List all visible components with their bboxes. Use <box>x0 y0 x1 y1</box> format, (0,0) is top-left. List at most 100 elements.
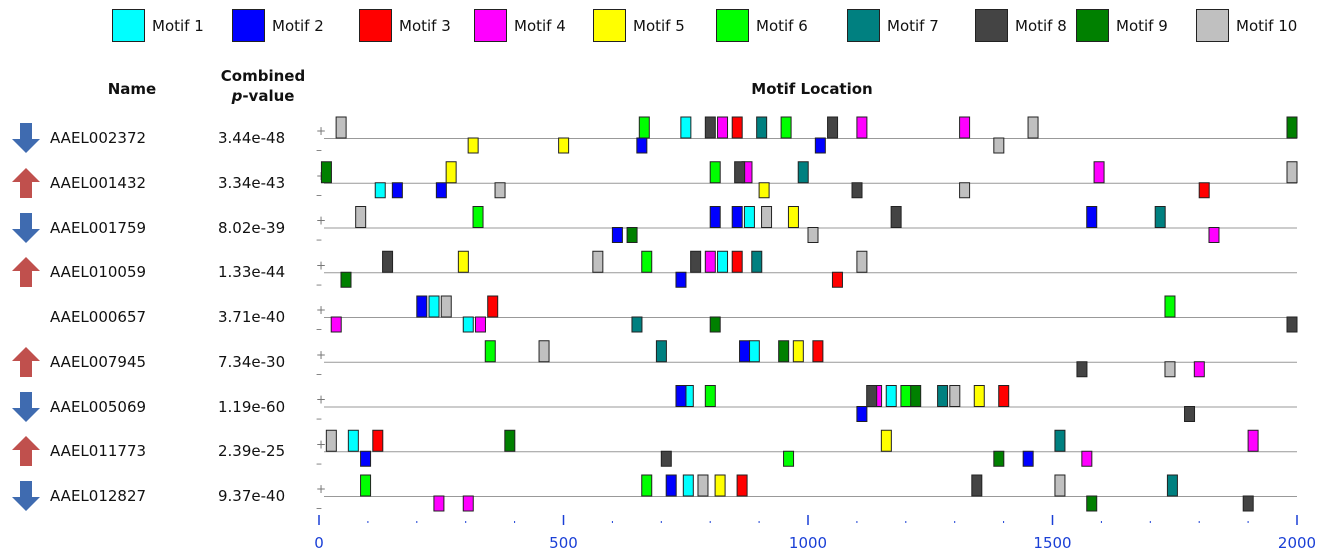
motif-7-block <box>756 116 768 139</box>
motif-10-block <box>1054 474 1066 497</box>
motif-8-block <box>1242 495 1254 512</box>
motif-9-block <box>993 450 1005 467</box>
legend-label: Motif 1 <box>152 17 204 35</box>
motif-8-block <box>1184 406 1196 422</box>
motif-3-block <box>736 474 748 497</box>
motif-6-block <box>641 474 653 497</box>
minus-strand-mark: – <box>316 456 322 470</box>
motif-8-block <box>690 250 702 273</box>
motif-10-block <box>993 137 1005 154</box>
motif-8-block <box>1286 316 1298 333</box>
plus-strand-mark: + <box>316 437 326 451</box>
motif-9-block <box>1086 495 1098 512</box>
motif-5-block <box>457 250 469 273</box>
motif-4-block <box>1247 429 1259 452</box>
up-regulated-arrow-icon <box>12 167 40 198</box>
motif-1-block <box>428 295 440 318</box>
motif-10-block <box>592 250 604 273</box>
legend-label: Motif 10 <box>1236 17 1298 35</box>
plus-strand-mark: + <box>316 348 326 362</box>
motif-1-block <box>717 250 729 273</box>
up-regulated-arrow-icon <box>12 346 40 377</box>
motif-5-block <box>467 137 479 154</box>
motif-1-block <box>885 385 897 407</box>
combined-pvalue: 1.19e-60 <box>218 397 286 416</box>
legend-swatch <box>232 9 265 42</box>
gene-name: AAEL001432 <box>50 173 147 192</box>
combined-pvalue: 7.34e-30 <box>218 352 286 371</box>
gene-name: AAEL007945 <box>50 352 147 371</box>
motif-8-block <box>971 474 983 497</box>
legend-label: Motif 5 <box>633 17 685 35</box>
minus-strand-mark: – <box>316 277 322 291</box>
motif-2-block <box>435 182 447 199</box>
motif-9-block <box>910 385 922 407</box>
combined-pvalue: 3.71e-40 <box>218 308 286 326</box>
motif-8-block <box>382 250 394 273</box>
motif-8-block <box>704 116 716 139</box>
motif-6-block <box>704 385 716 407</box>
motif-10-block <box>494 182 506 199</box>
motif-7-block <box>1154 206 1166 228</box>
motif-3-block <box>998 385 1010 407</box>
motif-10-block <box>697 474 709 497</box>
motif-8-block <box>660 450 672 467</box>
combined-pvalue: 2.39e-25 <box>218 442 286 461</box>
motif-2-block <box>391 182 403 199</box>
motif-6-block <box>484 340 496 363</box>
motif-3-block <box>812 340 824 363</box>
motif-6-block <box>638 116 650 139</box>
legend-swatch <box>593 9 626 42</box>
motif-6-block <box>709 161 721 184</box>
minus-strand-mark: – <box>316 501 322 515</box>
motif-7-block <box>797 161 809 184</box>
motif-9-block <box>709 316 721 333</box>
axis-tick-label: 1000 <box>789 534 827 552</box>
legend-swatch <box>975 9 1008 42</box>
motif-8-block <box>1076 361 1088 378</box>
legend-label: Motif 9 <box>1116 17 1168 35</box>
motif-3-block <box>831 271 843 288</box>
motif-6-block <box>780 116 792 139</box>
motif-6-block <box>900 385 912 407</box>
motif-8-block <box>851 182 863 199</box>
axis-tick-label: 2000 <box>1278 534 1316 552</box>
motif-10-block <box>538 340 550 363</box>
motif-1-block <box>462 316 474 333</box>
motif-6-block <box>641 250 653 273</box>
minus-strand-mark: – <box>316 143 322 157</box>
motif-10-block <box>856 250 868 273</box>
motif-6-block <box>783 450 795 467</box>
motif-8-block <box>866 385 878 407</box>
motif-8-block <box>890 206 902 228</box>
motif-3-block <box>731 250 743 273</box>
motif-10-block <box>1286 161 1298 184</box>
gene-name: AAEL010059 <box>50 263 147 282</box>
motif-4-block <box>704 250 716 273</box>
motif-5-block <box>445 161 457 184</box>
minus-strand-mark: – <box>316 412 322 426</box>
motif-9-block <box>626 227 638 243</box>
motif-2-block <box>739 340 751 363</box>
plus-strand-mark: + <box>316 124 326 138</box>
motif-2-block <box>611 227 623 243</box>
motif-4-block <box>1093 161 1105 184</box>
motif-4-block <box>433 495 445 512</box>
legend-label: Motif 8 <box>1015 17 1067 35</box>
motif-5-block <box>973 385 985 407</box>
motif-9-block <box>504 429 516 452</box>
legend-swatch <box>716 9 749 42</box>
pvalue-header-line2: p-value <box>208 86 318 106</box>
combined-pvalue: 1.33e-44 <box>218 263 286 282</box>
motif-7-block <box>655 340 667 363</box>
legend-label: Motif 3 <box>399 17 451 35</box>
legend-swatch <box>112 9 145 42</box>
combined-pvalue: 9.37e-40 <box>218 487 286 505</box>
motif-10-block <box>959 182 971 199</box>
gene-name: AAEL002372 <box>50 129 147 147</box>
name-column-header: Name <box>107 80 157 98</box>
pvalue-header-italic: p <box>231 87 243 105</box>
motif-6-block <box>1164 295 1176 318</box>
motif-10-block <box>440 295 452 318</box>
motif-4-block <box>717 116 729 139</box>
